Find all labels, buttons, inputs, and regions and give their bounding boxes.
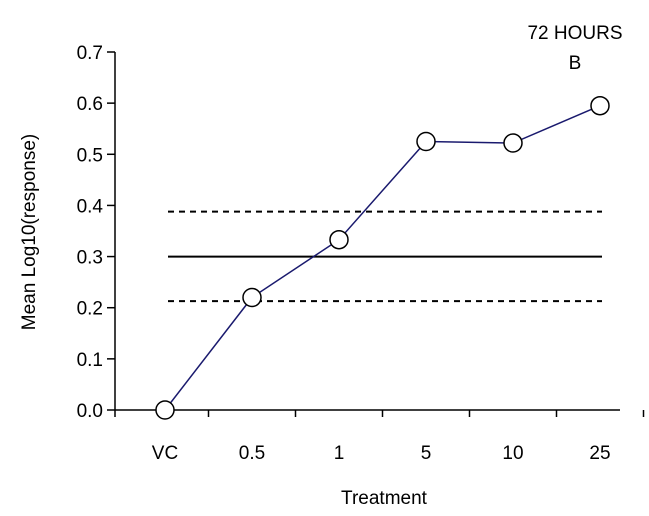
series-polyline [164,105,601,411]
y-tick-label: 0.3 [77,248,103,269]
data-point [155,400,175,420]
data-point [329,229,349,250]
y-axis-title: Mean Log10(response) [19,134,40,330]
annotation-b: B [569,53,582,74]
x-tick-label: 1 [334,443,345,464]
annotation-72-hours: 72 HOURS [527,23,622,44]
series-markers [155,95,610,420]
y-tick-label: 0.7 [77,43,103,64]
tick-labels: 0.0 0.1 0.2 0.3 0.4 0.5 0.6 0.7 VC 0.5 1 5 10 25 [77,43,611,464]
x-tick-label: 5 [421,443,432,464]
y-tick-label: 0.0 [77,401,103,422]
x-tick-label: VC [152,443,178,464]
data-point [503,133,523,153]
y-tick-label: 0.2 [77,299,103,320]
y-tick-label: 0.5 [77,145,103,166]
data-point [590,95,610,116]
axes [107,51,645,417]
data-point [242,287,262,308]
x-tick-label: 10 [502,443,523,464]
series-line [164,105,601,411]
reference-lines [168,210,602,303]
y-tick-label: 0.1 [77,350,103,371]
y-tick-label: 0.4 [77,196,104,217]
x-axis-title: Treatment [341,488,428,509]
data-point [416,131,436,152]
x-tick-label: 0.5 [239,443,265,464]
y-tick-label: 0.6 [77,94,103,115]
x-tick-label: 25 [589,443,610,464]
